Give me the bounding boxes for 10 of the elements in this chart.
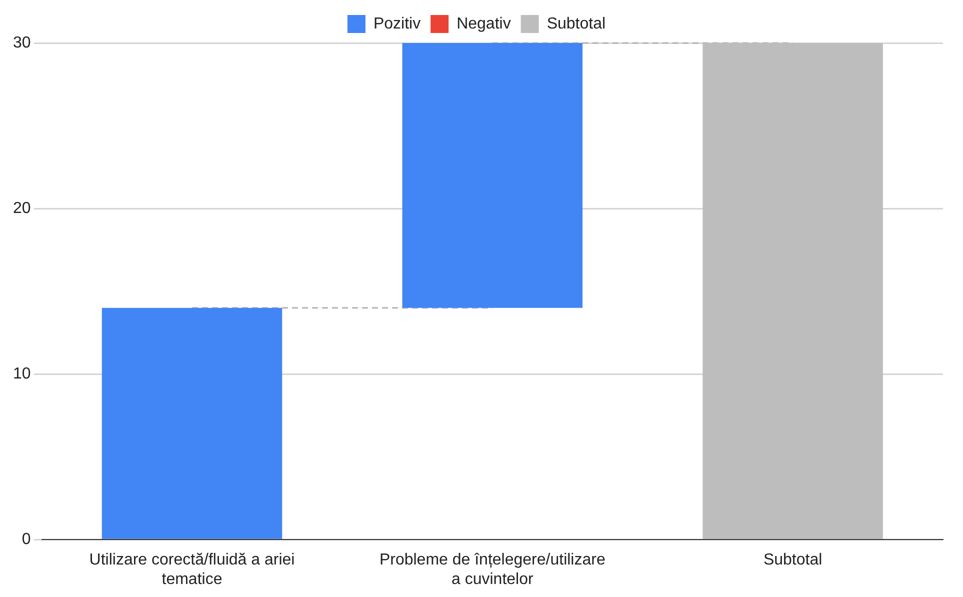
y-tick-label: 20 — [13, 200, 31, 217]
legend-label: Pozitiv — [373, 15, 421, 32]
y-tick-label: 0 — [22, 531, 31, 548]
legend-label: Negativ — [456, 15, 511, 32]
y-tick-label: 30 — [13, 34, 31, 52]
x-tick-label: Subtotal — [763, 552, 822, 569]
x-tick-label: Utilizare corectă/fluidă a ariei tematice — [89, 552, 295, 588]
x-tick-label: Probleme de înțelegere/utilizare a cuvintelor — [379, 552, 606, 588]
legend-label: Subtotal — [546, 15, 606, 32]
y-tick-label: 10 — [13, 365, 31, 382]
